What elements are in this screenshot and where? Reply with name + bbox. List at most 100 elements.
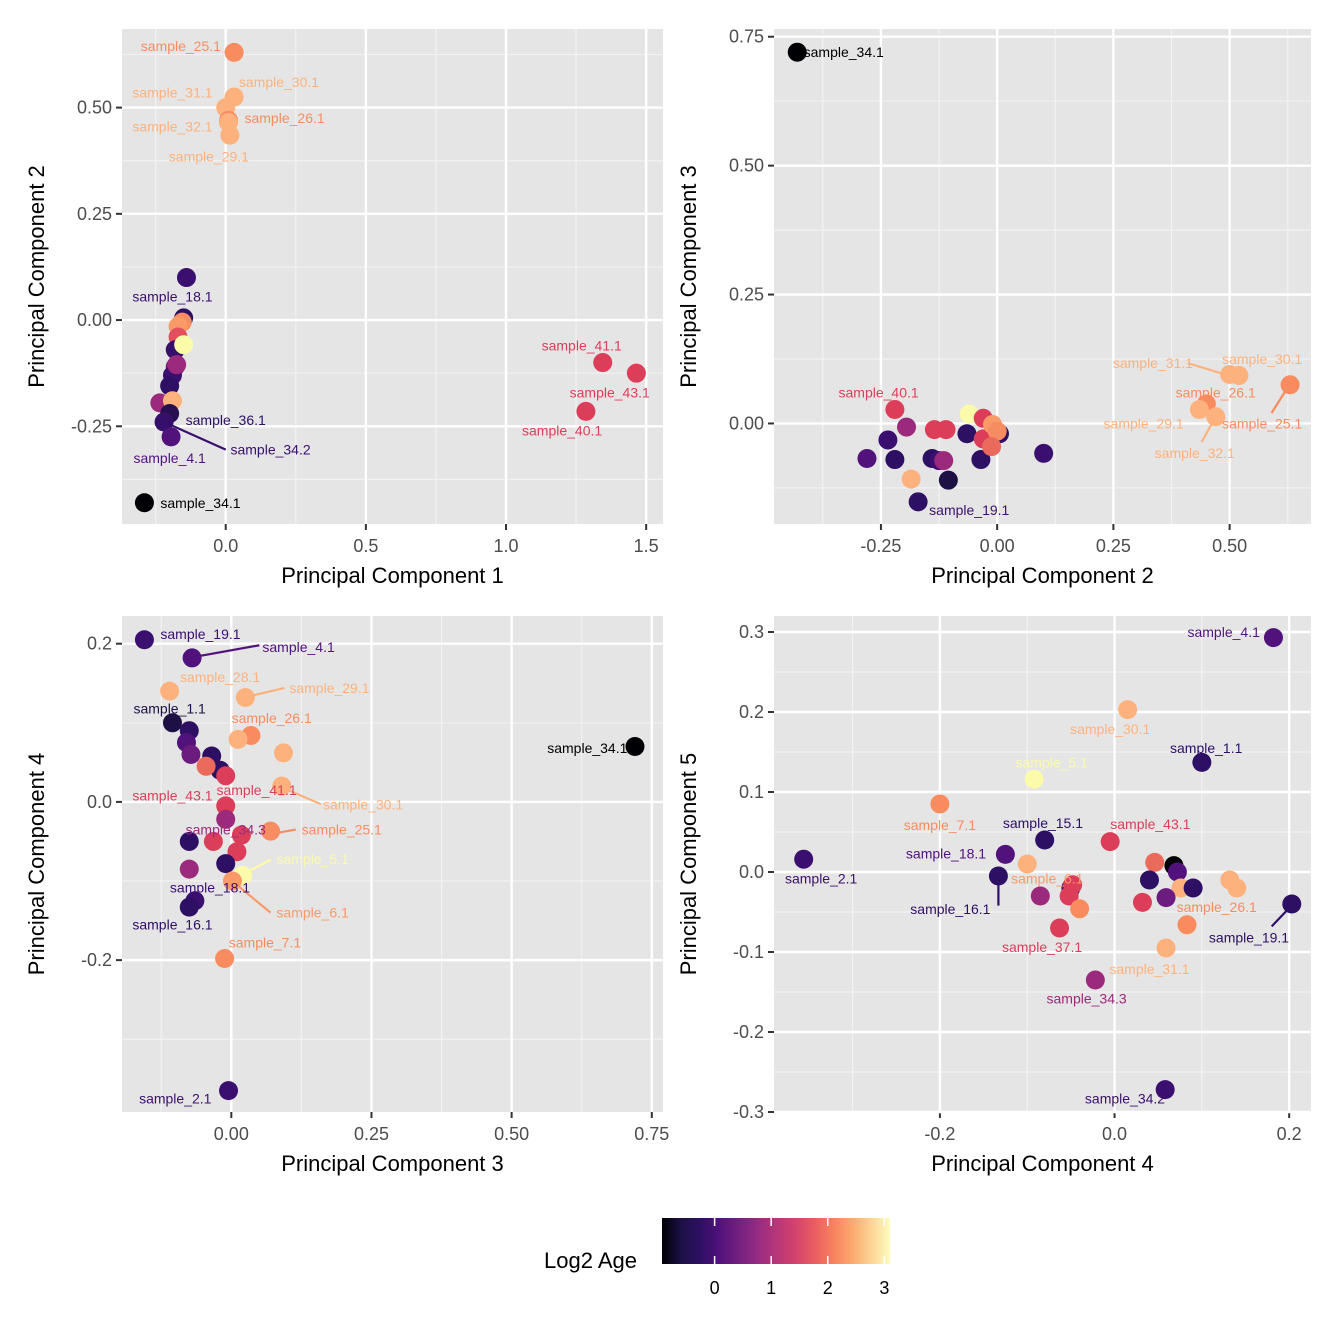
point-label: sample_26.1	[244, 110, 324, 126]
x-axis-title: Principal Component 3	[281, 1151, 504, 1176]
data-point	[216, 766, 236, 786]
y-tick-label: -0.1	[733, 942, 764, 962]
point-label: sample_18.1	[906, 846, 986, 862]
point-label: sample_7.1	[904, 817, 977, 833]
data-point	[1192, 752, 1212, 772]
point-label: sample_34.3	[186, 822, 266, 838]
data-point	[897, 417, 917, 437]
legend-tick-label: 3	[879, 1278, 890, 1298]
point-label: sample_29.1	[289, 680, 369, 696]
data-point	[219, 1081, 239, 1101]
point-label: sample_34.2	[1085, 1090, 1165, 1106]
x-axis-title: Principal Component 4	[931, 1151, 1154, 1176]
x-tick-label: 0.50	[1212, 536, 1247, 556]
legend-tick-label: 1	[766, 1278, 777, 1298]
data-point	[176, 268, 196, 288]
data-point	[1139, 870, 1159, 890]
data-point	[182, 648, 202, 668]
y-tick-label: 0.25	[729, 285, 764, 305]
data-point	[162, 713, 182, 733]
data-point	[1100, 832, 1120, 852]
point-label: sample_34.1	[804, 44, 884, 60]
x-tick-label: 1.0	[494, 536, 519, 556]
data-point	[626, 363, 646, 383]
y-axis-title: Principal Component 5	[676, 753, 701, 976]
data-point	[203, 831, 223, 851]
point-label: sample_4.1	[133, 450, 206, 466]
data-point	[1282, 894, 1302, 914]
point-label: sample_1.1	[133, 701, 206, 717]
point-label: sample_19.1	[160, 626, 240, 642]
point-label: sample_16.1	[910, 901, 990, 917]
x-axis-title: Principal Component 2	[931, 563, 1154, 588]
data-point	[794, 849, 814, 869]
data-point	[1263, 628, 1283, 648]
data-point	[228, 729, 248, 749]
data-point	[235, 687, 255, 707]
point-label: sample_6.1	[276, 905, 349, 921]
data-point	[1227, 878, 1247, 898]
legend-colorbar	[662, 1218, 890, 1264]
x-tick-label: 0.5	[353, 536, 378, 556]
point-label: sample_29.1	[169, 148, 249, 164]
label-leader-line	[163, 421, 227, 451]
point-label: sample_34.3	[1047, 990, 1127, 1006]
data-point	[220, 125, 240, 145]
data-point	[1035, 830, 1055, 850]
data-point	[1017, 854, 1037, 874]
legend-title: Log2 Age	[544, 1248, 637, 1273]
data-point	[179, 831, 199, 851]
label-leader-line	[284, 787, 322, 806]
label-leader-line	[1187, 362, 1226, 376]
x-tick-label: 0.00	[214, 1124, 249, 1144]
data-point	[1132, 892, 1152, 912]
panel-pc2-pc3: -0.25 0.00 0.25 0.50 0.75 0.50 0.25 0.00 Princip…	[676, 27, 1311, 588]
point-label: sample_5.1	[276, 851, 349, 867]
data-point	[995, 844, 1015, 864]
data-point	[181, 744, 201, 764]
data-point	[160, 681, 180, 701]
x-tick-label: 0.75	[634, 1124, 669, 1144]
y-tick-label: -0.25	[71, 416, 112, 436]
data-point	[934, 451, 954, 471]
point-label: sample_30.1	[239, 74, 319, 90]
data-point	[987, 421, 1007, 441]
x-axis-title: Principal Component 1	[281, 563, 504, 588]
point-label: sample_18.1	[170, 879, 250, 895]
point-label: sample_1.1	[1170, 740, 1243, 756]
point-label: sample_30.1	[1070, 721, 1150, 737]
data-point	[272, 776, 292, 796]
point-label: sample_36.1	[186, 412, 266, 428]
y-tick-label: 0.2	[87, 634, 112, 654]
point-label: sample_19.1	[929, 502, 1009, 518]
label-leader-line	[236, 884, 272, 914]
point-label: sample_31.1	[1113, 355, 1193, 371]
data-point	[971, 450, 991, 470]
panel-pc4-pc5: -0.2 0.0 0.2 0.3 0.2 0.1 0.0 -0.1 -0.2 -0.3 Princi…	[676, 616, 1311, 1176]
x-tick-label: -0.2	[924, 1124, 955, 1144]
colorbar-legend: Log2 Age 0 1 2 3	[540, 1218, 920, 1308]
data-point	[938, 470, 958, 490]
data-point	[901, 469, 921, 489]
x-tick-label: 0.0	[213, 536, 238, 556]
y-tick-label: 0.50	[77, 98, 112, 118]
data-point	[908, 492, 928, 512]
x-tick-label: 0.50	[494, 1124, 529, 1144]
data-point	[179, 897, 199, 917]
panel-pc3-pc4: 0.00 0.25 0.50 0.75 0.2 0.0 -0.2 Principal Comp…	[24, 616, 669, 1176]
y-tick-label: 0.0	[87, 792, 112, 812]
x-tick-label: 1.5	[634, 536, 659, 556]
legend-tick-label: 2	[822, 1278, 833, 1298]
x-tick-label: -0.25	[860, 536, 901, 556]
data-point	[857, 449, 877, 469]
point-label: sample_30.1	[1222, 351, 1302, 367]
data-point	[1030, 886, 1050, 906]
point-label: sample_41.1	[216, 782, 296, 798]
point-label: sample_7.1	[229, 935, 302, 951]
point-label: sample_2.1	[139, 1091, 212, 1107]
data-point	[1024, 769, 1044, 789]
data-point	[222, 871, 242, 891]
point-label: sample_25.1	[1222, 415, 1302, 431]
y-tick-label: 0.1	[739, 782, 764, 802]
